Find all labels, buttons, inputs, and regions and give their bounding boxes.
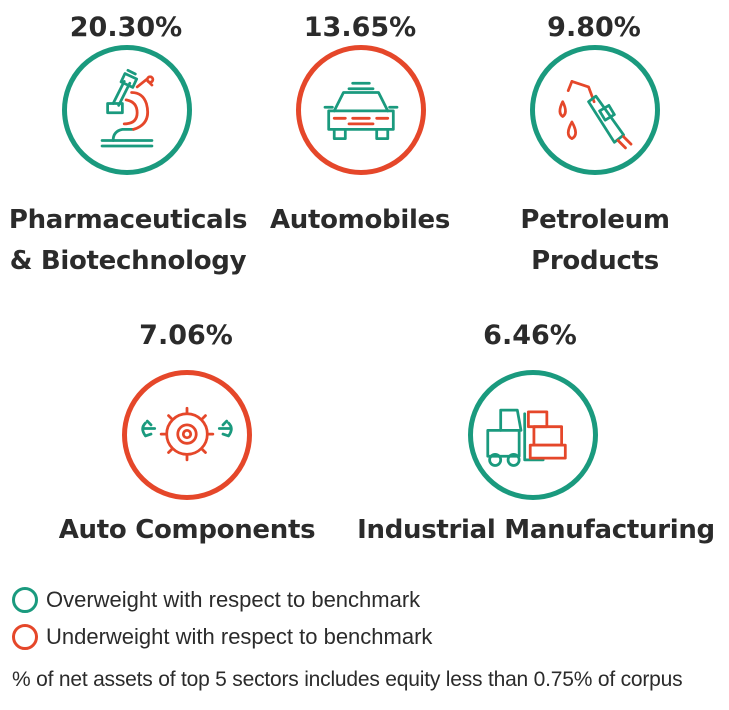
fuel-nozzle-icon [558,80,633,150]
sector-name: Pharmaceuticals [8,205,248,235]
sector-pct: 7.06% [139,320,233,351]
underweight-circle-icon [12,624,38,650]
legend-underweight: Underweight with respect to benchmark [12,624,432,650]
sector-circle-overweight [62,45,192,175]
car-icon [323,81,399,140]
sector-circle-overweight [530,45,660,175]
microscope-icon [100,68,155,148]
sector-circle-overweight [468,370,598,500]
sector-name-line2: Products [531,246,659,276]
sector-pct: 6.46% [483,320,577,351]
sector-name: Industrial Manufacturing [357,515,715,545]
sector-name: Automobiles [269,205,451,235]
overweight-circle-icon [12,587,38,613]
sector-pct: 20.30% [69,12,183,43]
sector-name-line2: & Biotechnology [9,246,247,276]
legend-underweight-label: Underweight with respect to benchmark [46,624,433,649]
forklift-icon [486,408,567,467]
sector-pct: 13.65% [303,12,417,43]
sector-name: Petroleum [520,205,670,235]
sector-pct: 9.80% [547,12,641,43]
legend-overweight-label: Overweight with respect to benchmark [46,587,421,612]
sector-circle-underweight [296,45,426,175]
footnote: % of net assets of top 5 sectors include… [12,668,683,691]
sector-name: Auto Components [58,515,316,545]
gears-icon [141,406,233,462]
legend-overweight: Overweight with respect to benchmark [12,587,420,613]
sector-circle-underweight [122,370,252,500]
